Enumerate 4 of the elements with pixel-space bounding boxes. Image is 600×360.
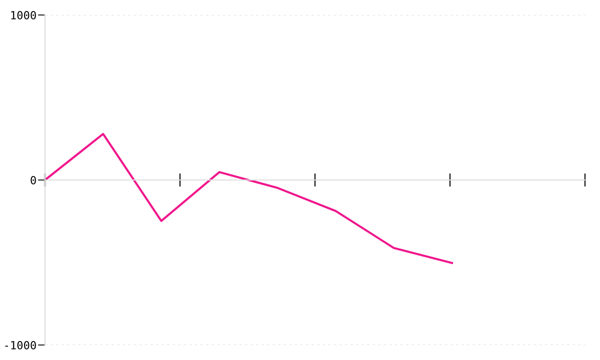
line-series bbox=[45, 132, 454, 264]
y-tick-label: 0 bbox=[30, 176, 36, 184]
y-tick-label: -1000 bbox=[5, 341, 36, 350]
y-tick-label: 1000 bbox=[11, 11, 36, 20]
